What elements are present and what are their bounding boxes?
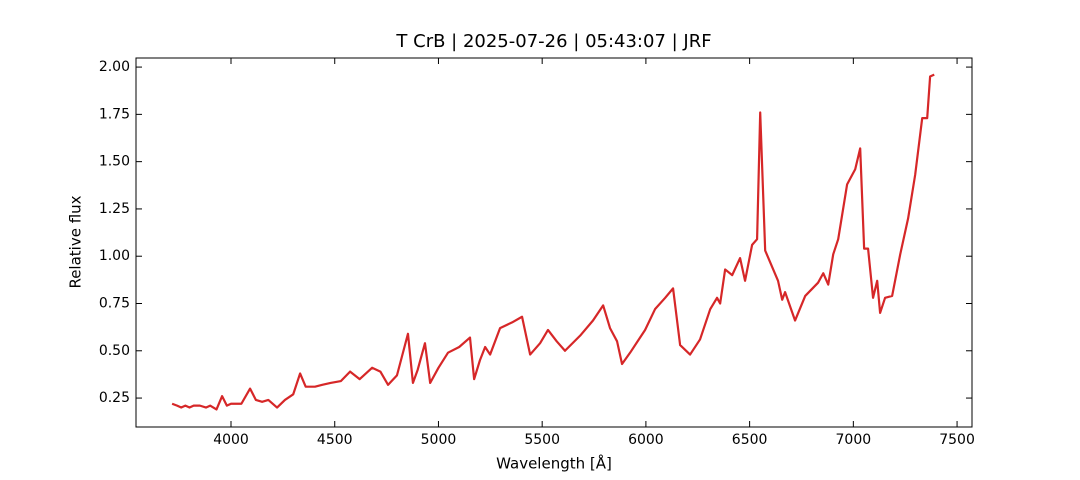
x-tick-label: 4000 (213, 432, 249, 448)
y-tick-label: 1.25 (99, 201, 130, 217)
x-axis-label: Wavelength [Å] (496, 454, 612, 473)
y-tick-label: 2.00 (99, 59, 130, 75)
y-tick-label: 0.75 (99, 295, 130, 311)
x-tick-label: 6500 (732, 432, 768, 448)
y-tick-label: 0.25 (99, 390, 130, 406)
y-tick-label: 1.50 (99, 154, 130, 170)
y-tick-label: 1.00 (99, 248, 130, 264)
plot-frame (135, 57, 973, 428)
x-tick-label: 5000 (421, 432, 457, 448)
x-tick-label: 5500 (524, 432, 560, 448)
chart-title: T CrB | 2025-07-26 | 05:43:07 | JRF (395, 31, 711, 52)
spectrum-line (171, 73, 935, 411)
x-tick-label: 7000 (836, 432, 872, 448)
y-tick-label: 1.75 (99, 106, 130, 122)
y-axis-label: Relative flux (67, 195, 85, 288)
x-tick-label: 4500 (317, 432, 353, 448)
y-tick-label: 0.50 (99, 343, 130, 359)
x-tick-label: 7500 (939, 432, 975, 448)
x-tick-label: 6000 (628, 432, 664, 448)
